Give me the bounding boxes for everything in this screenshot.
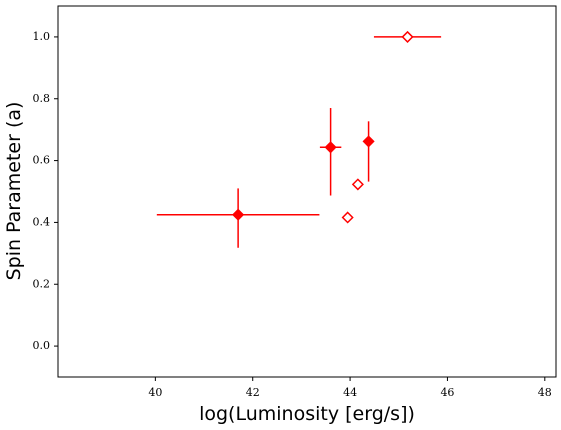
y-axis-label: Spin Parameter (a) xyxy=(3,102,25,281)
x-tick-label: 48 xyxy=(538,386,552,399)
x-axis-label: log(Luminosity [erg/s]) xyxy=(199,403,415,425)
y-tick-label: 0.6 xyxy=(33,154,51,167)
x-tick-label: 44 xyxy=(343,386,357,399)
data-point xyxy=(324,141,337,154)
y-tick-label: 0.2 xyxy=(33,277,51,290)
x-tick-label: 46 xyxy=(440,386,454,399)
data-point xyxy=(232,208,245,221)
data-point xyxy=(362,135,375,148)
data-point xyxy=(341,211,354,224)
x-tick-label: 42 xyxy=(246,386,260,399)
plot-frame xyxy=(57,5,557,378)
y-tick-label: 0.0 xyxy=(33,339,51,352)
y-tick-label: 1.0 xyxy=(33,30,51,43)
data-point xyxy=(351,178,364,191)
x-tick-label: 40 xyxy=(148,386,162,399)
data-point xyxy=(401,30,414,43)
y-tick-label: 0.4 xyxy=(33,215,51,228)
y-tick-label: 0.8 xyxy=(33,92,51,105)
